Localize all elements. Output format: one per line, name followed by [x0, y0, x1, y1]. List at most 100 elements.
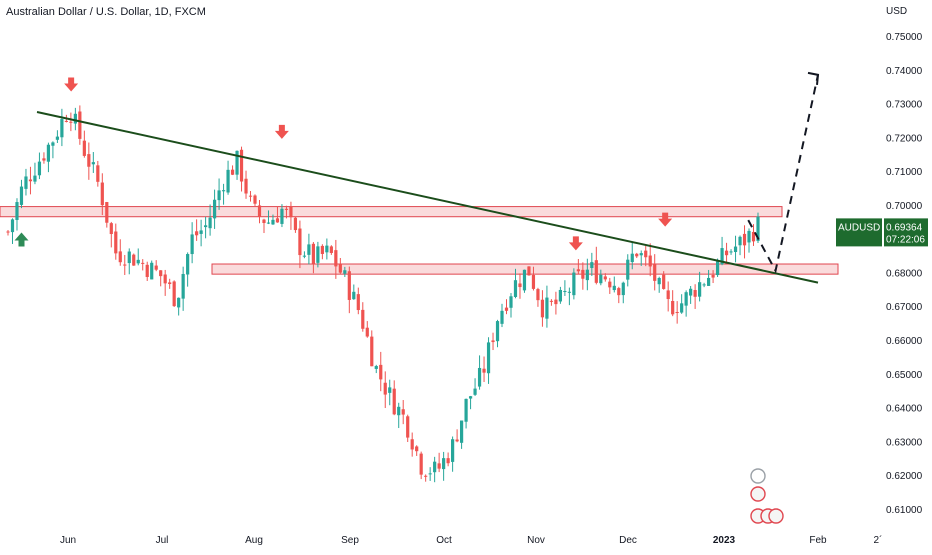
last-price-box	[884, 218, 928, 247]
candle-body	[455, 439, 459, 442]
down-arrow-marker	[568, 236, 583, 251]
candle-body	[572, 272, 576, 296]
y-tick-label: 0.61000	[886, 505, 923, 516]
candle-body	[491, 340, 495, 343]
candle-body	[702, 284, 706, 286]
candle-body	[401, 409, 405, 415]
candle-body	[612, 285, 616, 291]
candle-body	[145, 264, 149, 277]
candle-body	[55, 136, 60, 140]
candle-body	[334, 250, 338, 267]
candle-body	[698, 282, 702, 297]
candle-body	[127, 251, 131, 264]
candle-body	[415, 446, 419, 452]
candle-body	[64, 120, 68, 122]
event-lightning-icon	[750, 468, 766, 484]
currency-label: USD	[886, 6, 908, 17]
candle-body	[468, 396, 473, 399]
candle-body	[298, 228, 302, 256]
candle-body	[230, 169, 235, 175]
countdown-label: 07:22:06	[886, 234, 925, 245]
candle-body	[163, 274, 167, 284]
candle-body	[747, 230, 751, 243]
candle-body	[437, 463, 441, 469]
candle-body	[82, 140, 86, 156]
candle-body	[626, 259, 630, 280]
y-tick-label: 0.63000	[886, 437, 923, 448]
candle-body	[186, 254, 190, 275]
candle-body	[293, 217, 298, 231]
candle-body	[154, 265, 158, 270]
candle-body	[724, 250, 729, 256]
candle-body	[473, 388, 477, 395]
y-tick-label: 0.71000	[886, 167, 923, 178]
candle-body	[509, 296, 513, 308]
candle-body	[365, 327, 369, 337]
x-tick-label: Sep	[341, 535, 359, 546]
candle-body	[495, 321, 500, 342]
candle-body	[15, 202, 19, 220]
candle-body	[69, 121, 73, 123]
candle-body	[424, 475, 428, 477]
candle-body	[284, 208, 289, 210]
candle-body	[123, 264, 127, 266]
candle-body	[199, 230, 203, 234]
down-arrow-marker	[658, 212, 673, 227]
y-tick-label: 0.67000	[886, 302, 923, 313]
candle-body	[706, 277, 711, 286]
candle-body	[257, 205, 262, 217]
candle-body	[168, 282, 172, 285]
x-tick-label: Jun	[60, 535, 76, 546]
candle-body	[329, 246, 333, 253]
y-tick-label: 0.72000	[886, 133, 923, 144]
candle-body	[37, 161, 42, 176]
candle-body	[275, 218, 280, 223]
candle-body	[428, 473, 432, 475]
candle-body	[635, 253, 639, 257]
candle-body	[347, 271, 351, 300]
symbol-label: AUDUSD	[838, 222, 880, 233]
candle-body	[662, 274, 666, 289]
candle-body	[118, 251, 122, 263]
candle-body	[248, 195, 253, 197]
candle-body	[51, 142, 55, 146]
candle-body	[639, 253, 643, 256]
candle-body	[212, 199, 217, 219]
candle-body	[132, 254, 136, 266]
candle-body	[91, 162, 95, 165]
candle-body	[221, 190, 226, 192]
candle-body	[644, 250, 648, 258]
candle-body	[711, 274, 715, 278]
candle-body	[738, 236, 742, 246]
candle-body	[581, 269, 585, 279]
last-price-label: 0.69364	[886, 222, 923, 233]
price-label-box	[836, 218, 882, 247]
x-tick-label: 2´	[874, 534, 883, 546]
candle-body	[379, 364, 383, 380]
x-tick-label: Jul	[156, 535, 169, 546]
candle-body	[742, 233, 747, 246]
candle-body	[78, 111, 82, 139]
event-flag-icon	[750, 486, 766, 502]
y-tick-label: 0.75000	[886, 32, 923, 43]
candle-body	[388, 387, 392, 393]
candle-body	[100, 182, 104, 206]
candle-body	[433, 461, 437, 473]
candle-body	[513, 280, 518, 297]
candle-body	[361, 309, 365, 329]
y-tick-label: 0.73000	[886, 100, 923, 111]
candle-body	[720, 248, 724, 265]
candle-body	[374, 366, 378, 369]
candle-body	[648, 255, 652, 267]
candle-body	[383, 382, 387, 395]
y-tick-label: 0.68000	[886, 268, 923, 279]
candle-body	[621, 282, 625, 296]
candle-body	[630, 253, 634, 263]
candle-body	[24, 176, 28, 189]
x-tick-label: Feb	[809, 535, 827, 546]
candle-body	[33, 175, 37, 182]
candle-body	[60, 119, 64, 138]
candle-body	[410, 439, 414, 450]
candle-body	[406, 416, 410, 438]
